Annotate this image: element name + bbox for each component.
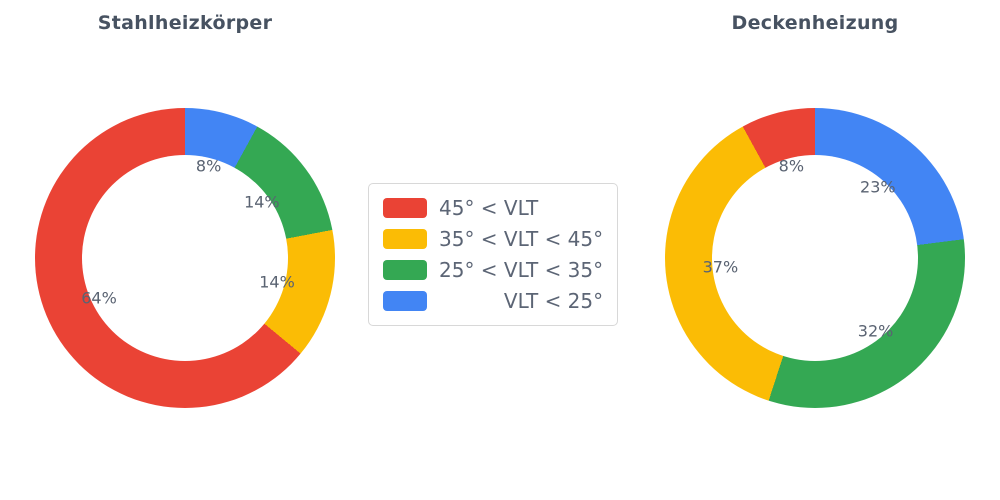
legend-item: VLT < 25° [383, 289, 603, 313]
slice-label: 14% [244, 192, 280, 212]
chart-stahlheizkoerper: Stahlheizkörper 8% 14% 14% 64% [35, 0, 335, 500]
legend: 45° < VLT 35° < VLT < 45° 25° < VLT < 35… [368, 183, 619, 326]
slice-label: 8% [778, 156, 805, 176]
legend-swatch-blue [383, 291, 427, 311]
legend-swatch-yellow [383, 229, 427, 249]
chart-title-left: Stahlheizkörper [97, 12, 273, 34]
slice-label: 14% [259, 272, 295, 292]
legend-label: VLT < 25° [503, 289, 604, 313]
donut-hole [712, 155, 918, 361]
slice-label: 23% [860, 177, 896, 197]
slice-label: 32% [857, 321, 894, 341]
slice-label: 8% [195, 156, 222, 176]
donut-stahlheizkoerper: 8% 14% 14% 64% [35, 108, 335, 408]
donut-deckenheizung: 23% 32% 37% 8% [665, 108, 965, 408]
legend-swatch-green [383, 260, 427, 280]
legend-item: 25° < VLT < 35° [383, 258, 603, 282]
chart-deckenheizung: Deckenheizung 23% 32% 37% 8% [665, 0, 965, 500]
legend-label: 35° < VLT < 45° [439, 227, 604, 251]
donut-hole [82, 155, 288, 361]
slice-label: 37% [702, 257, 739, 277]
legend-item: 35° < VLT < 45° [383, 227, 603, 251]
legend-label: 45° < VLT [439, 196, 539, 220]
slice-label: 64% [81, 288, 117, 308]
legend-swatch-red [383, 198, 427, 218]
chart-title-right: Deckenheizung [731, 12, 899, 34]
legend-item: 45° < VLT [383, 196, 603, 220]
legend-label: 25° < VLT < 35° [439, 258, 604, 282]
